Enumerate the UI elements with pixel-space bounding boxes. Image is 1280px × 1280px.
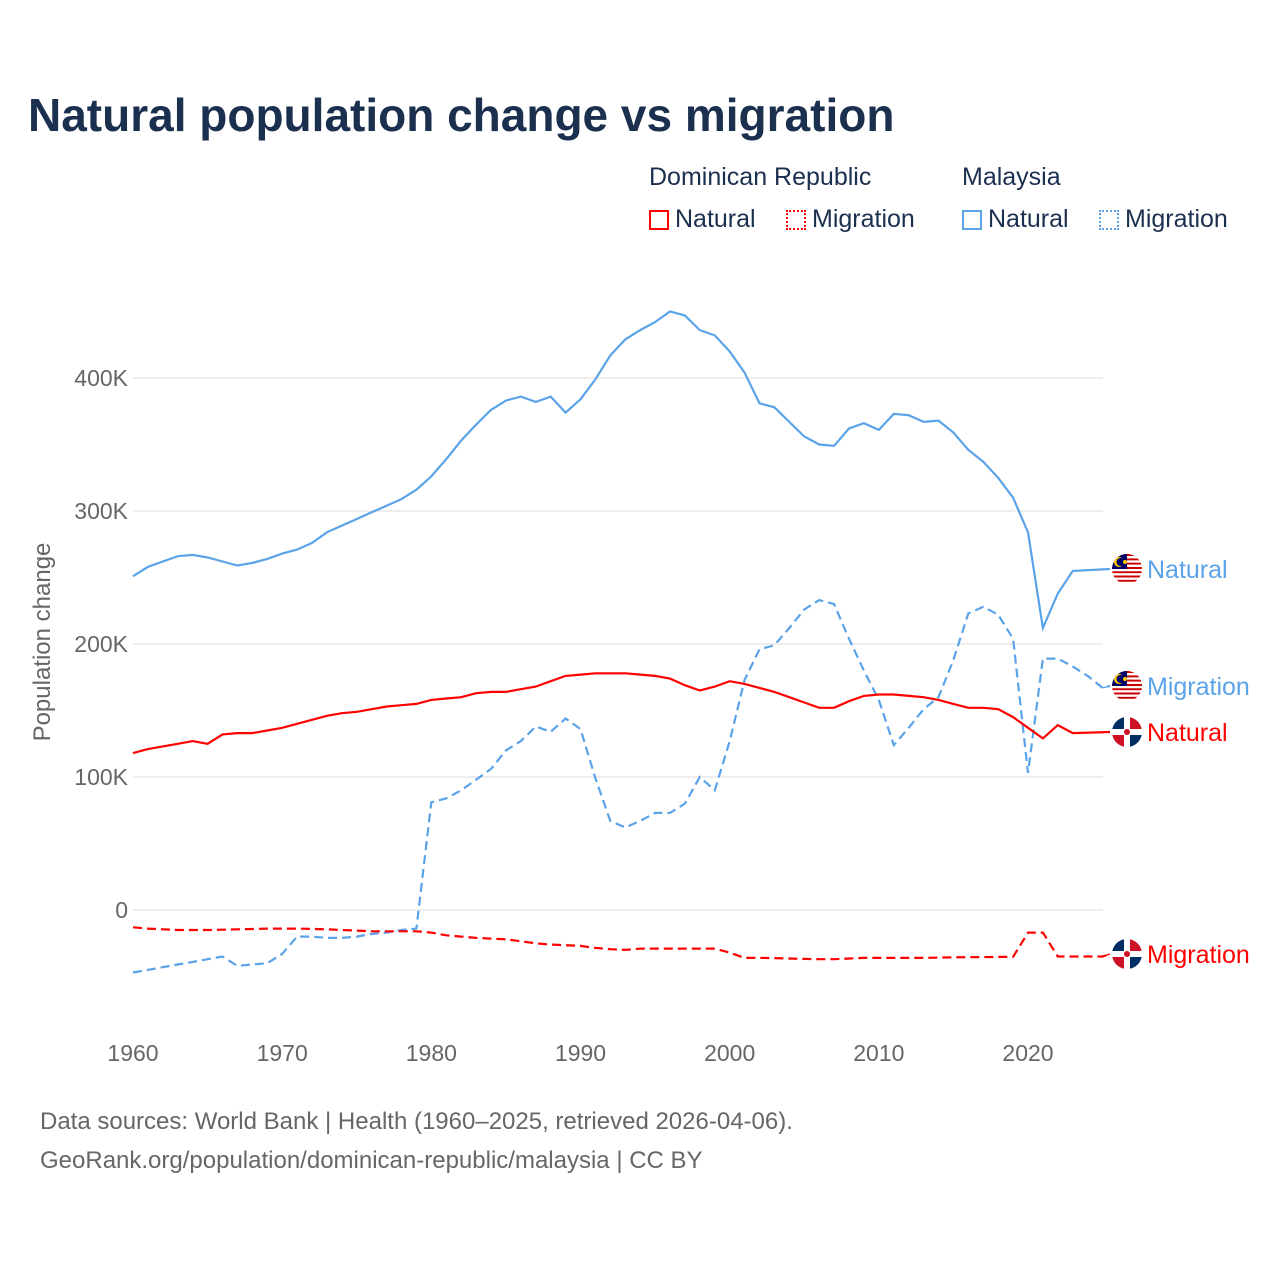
dominican-republic-flag-icon [1112,939,1142,969]
label-connector [1102,953,1111,958]
dominican-republic-flag-icon [1112,717,1142,747]
label-connector [1072,568,1111,572]
legend-item-dr-natural[interactable]: Natural [649,205,756,234]
legend-item-my-natural[interactable]: Natural [962,205,1069,234]
y-tick-label: 200K [74,631,128,657]
y-tick-label: 100K [74,764,128,790]
series-line-3[interactable] [132,926,1111,961]
legend-label: Natural [988,205,1069,233]
legend-group-dominican-republic: Dominican Republic [649,163,872,191]
legend-item-dr-migration[interactable]: Migration [786,205,915,234]
x-tick-label: 2000 [704,1040,755,1066]
malaysia-flag-icon [1112,671,1142,701]
x-tick-label: 1970 [257,1040,308,1066]
y-axis-label: Population change [29,543,56,742]
legend-label: Migration [812,205,915,233]
legend-label: Natural [675,205,756,233]
x-tick-label: 2020 [1002,1040,1053,1066]
y-tick-label: 0 [115,897,128,923]
solid-swatch-icon [649,209,669,230]
y-tick-label: 400K [74,365,128,391]
label-connector [1102,685,1111,689]
x-tick-label: 1960 [107,1040,158,1066]
legend-group-malaysia: Malaysia [962,163,1061,191]
malaysia-flag-icon [1112,554,1142,584]
series-end-label: Migration [1147,673,1250,701]
dotted-swatch-icon [786,209,806,230]
footer-link[interactable]: GeoRank.org/population/dominican-republi… [40,1147,703,1174]
x-tick-label: 1990 [555,1040,606,1066]
legend-item-my-migration[interactable]: Migration [1099,205,1228,234]
series-line-2[interactable] [132,672,1111,755]
series-end-label: Migration [1147,941,1250,969]
series-end-label: Natural [1147,556,1228,584]
series-line-1[interactable] [132,598,1111,974]
label-connector [1072,731,1111,734]
y-tick-label: 300K [74,498,128,524]
series-line-0[interactable] [132,310,1111,632]
x-tick-label: 1980 [406,1040,457,1066]
x-tick-label: 2010 [853,1040,904,1066]
solid-swatch-icon [962,209,982,230]
dotted-swatch-icon [1099,209,1119,230]
series-end-label: Natural [1147,719,1228,747]
legend-label: Migration [1125,205,1228,233]
chart-title: Natural population change vs migration [28,89,895,141]
footer-sources: Data sources: World Bank | Health (1960–… [40,1108,793,1135]
